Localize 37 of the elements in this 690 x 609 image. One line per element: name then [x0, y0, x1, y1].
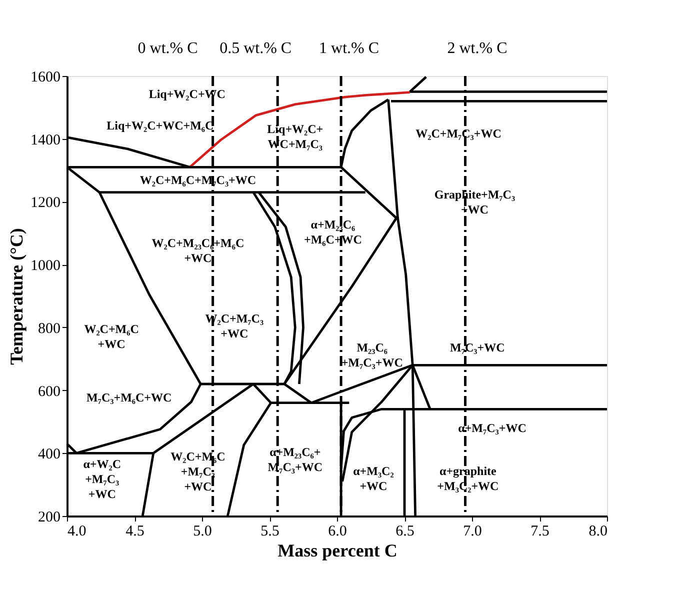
y-axis-title: Temperature (°C): [6, 228, 26, 365]
annotation: Liq+W₂C+WC+M₆C: [106, 118, 214, 132]
x-tick-label: 4.0: [68, 524, 86, 540]
annotation: M₇C₃+WC: [450, 340, 505, 354]
annotation: α+M₂₃C₆+ M₇C₃+WC: [268, 445, 322, 474]
annotation: α+W₂C +M₇C₃ +WC: [83, 457, 122, 502]
annotation: Liq+W₂C+ WC+M₇C₃: [267, 122, 324, 151]
x-tick-label: 4.5: [126, 524, 144, 540]
annotation: Liq+W₂C+WC: [148, 87, 226, 102]
annotation: Graphite+M₇C₃ +WC: [434, 187, 516, 216]
x-tick-label: 5.5: [260, 524, 280, 540]
y-tick-label: 800: [38, 320, 60, 337]
x-tick-label: 6.5: [396, 524, 414, 540]
annotation: M₇C₃+M₆C+WC: [86, 390, 172, 405]
annotation: W₂C+M₆C +M₇C₃ +WC: [170, 450, 226, 494]
x-tick-label: 6.0: [328, 524, 347, 540]
y-tick-label: 1200: [30, 195, 60, 212]
y-tick-label: 1000: [30, 258, 60, 274]
annotation: α+M₃C₂ +WC: [353, 464, 394, 494]
x-tick-label: 7.5: [530, 524, 550, 540]
ref-line-label: 1 wt.% C: [319, 40, 380, 57]
ref-line-label: 2 wt.% C: [447, 40, 508, 57]
annotation: W₂C+M₇C₃+WC: [416, 126, 502, 141]
x-axis-title: Mass percent C: [278, 540, 398, 560]
y-tick-label: 400: [38, 446, 60, 463]
ref-line-label: 0.5 wt.% C: [220, 40, 292, 57]
y-tick-label: 600: [38, 384, 60, 400]
y-tick-label: 1400: [30, 132, 60, 148]
annotation: W₂C+M₆C +WC: [84, 322, 139, 351]
ref-line-label: 0 wt.% C: [138, 40, 198, 57]
x-tick-label: 5.0: [193, 524, 212, 540]
y-tick-label: 1600: [30, 70, 60, 86]
x-tick-label: 7.0: [463, 524, 482, 540]
annotation: α+graphite +M₃C₂+WC: [437, 464, 499, 494]
x-tick-label: 8.0: [588, 524, 608, 540]
annotation: α+M₇C₃+WC: [458, 421, 526, 435]
y-tick-label: 200: [38, 510, 60, 526]
